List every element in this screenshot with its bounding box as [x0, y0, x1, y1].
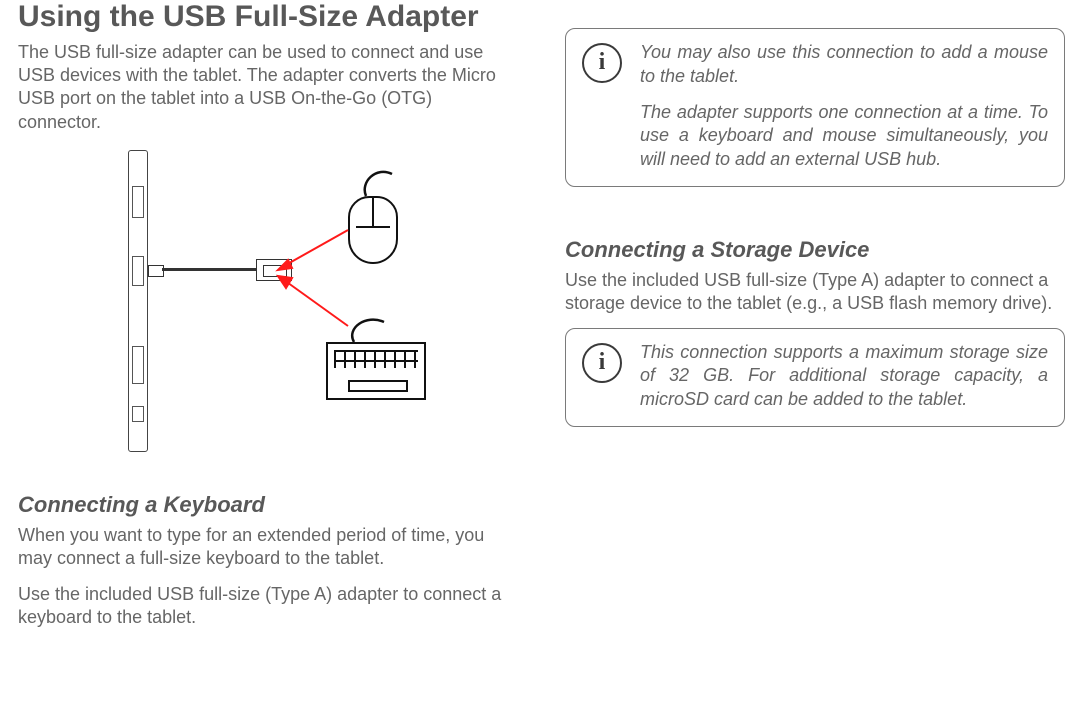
connection-arrow-icon [274, 272, 354, 332]
left-column: Using the USB Full-Size Adapter The USB … [18, 0, 518, 642]
intro-paragraph: The USB full-size adapter can be used to… [18, 41, 518, 135]
keyboard-shape [326, 342, 426, 400]
info-icon: i [582, 343, 622, 383]
adapter-diagram [88, 146, 548, 456]
keyboard-paragraph-1: When you want to type for an extended pe… [18, 524, 518, 571]
page: Using the USB Full-Size Adapter The USB … [0, 0, 1089, 705]
mouse-shape [348, 196, 398, 264]
callout-paragraph: The adapter supports one connection at a… [640, 101, 1048, 172]
right-column: i You may also use this connection to ad… [565, 28, 1065, 445]
info-callout-mouse: i You may also use this connection to ad… [565, 28, 1065, 187]
tablet-port-shape [132, 346, 144, 384]
tablet-port-shape [132, 256, 144, 286]
tablet-port-shape [132, 406, 144, 422]
callout-text: You may also use this connection to add … [640, 41, 1048, 172]
connection-arrow-icon [274, 226, 354, 272]
keyboard-paragraph-2: Use the included USB full-size (Type A) … [18, 583, 518, 630]
storage-paragraph: Use the included USB full-size (Type A) … [565, 269, 1065, 316]
info-icon: i [582, 43, 622, 83]
storage-heading: Connecting a Storage Device [565, 237, 1065, 263]
callout-paragraph: This connection supports a maximum stora… [640, 341, 1048, 412]
keyboard-heading: Connecting a Keyboard [18, 492, 518, 518]
page-title: Using the USB Full-Size Adapter [18, 0, 518, 35]
info-callout-storage: i This connection supports a maximum sto… [565, 328, 1065, 427]
tablet-port-shape [132, 186, 144, 218]
callout-paragraph: You may also use this connection to add … [640, 41, 1048, 89]
callout-text: This connection supports a maximum stora… [640, 341, 1048, 412]
otg-cable-shape [148, 263, 288, 277]
mouse-cord-shape [358, 164, 398, 198]
